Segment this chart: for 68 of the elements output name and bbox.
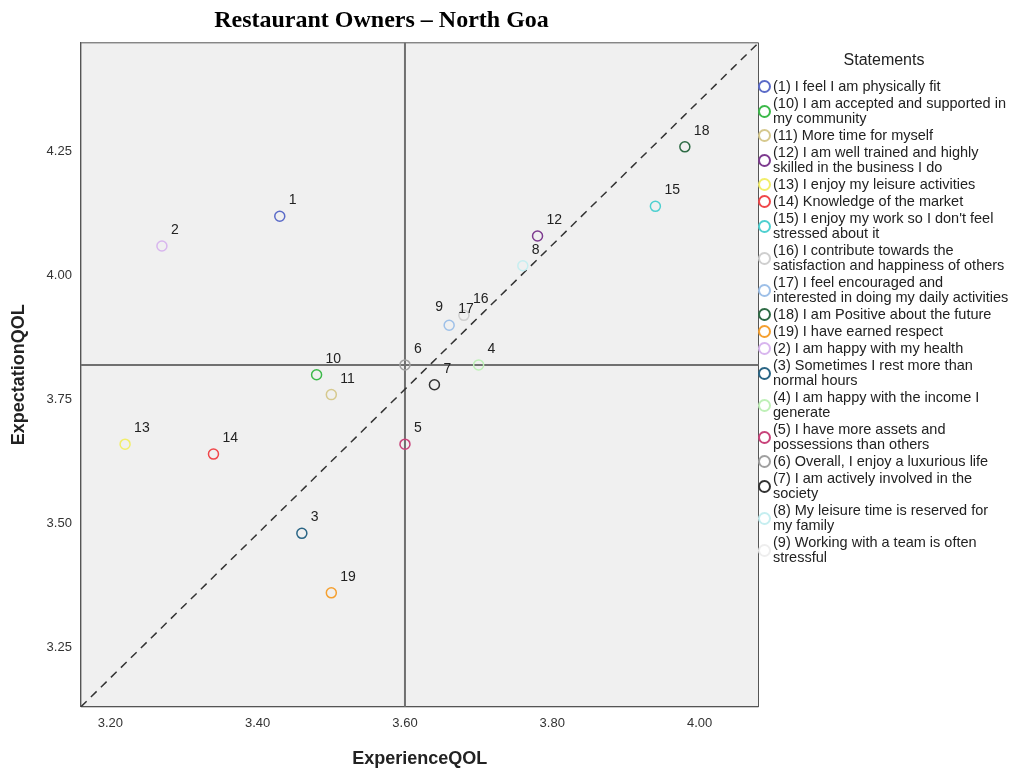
point xyxy=(274,210,286,222)
legend-title: Statements xyxy=(842,51,926,68)
legend-label: (15) I enjoy my work so I don't feel stressed about it xyxy=(773,210,995,241)
x-tick-label: 3.20 xyxy=(97,715,124,731)
legend-label: (5) I have more assets and possessions than others xyxy=(773,421,947,452)
point xyxy=(679,141,691,153)
annotation: 5 xyxy=(413,419,422,436)
point xyxy=(531,230,544,242)
legend-label: (2) I am happy with my health xyxy=(773,340,964,356)
x-tick-label: 3.60 xyxy=(392,715,418,731)
annotation: 2 xyxy=(170,220,179,237)
point xyxy=(156,240,168,252)
legend-label: (18) I am Positive about the future xyxy=(773,306,992,322)
annotation: 18 xyxy=(693,121,710,138)
chart-title: Restaurant Owners – North Goa xyxy=(214,5,549,32)
point xyxy=(207,448,220,460)
annotation: 9 xyxy=(435,298,444,315)
y-tick-label: 3.25 xyxy=(46,638,72,654)
point xyxy=(399,359,411,371)
annotation: 16 xyxy=(472,290,489,307)
y-tick-label: 4.00 xyxy=(46,267,72,283)
legend-label: (1) I feel I am physically fit xyxy=(773,78,941,94)
legend-label: (11) More time for myself xyxy=(773,127,934,143)
legend-label: (3) Sometimes I rest more than normal hours xyxy=(773,357,974,388)
point xyxy=(649,200,662,213)
legend-label: (6) Overall, I enjoy a luxurious life xyxy=(773,453,989,469)
x-tick-label: 4.00 xyxy=(686,715,713,731)
legend-label: (4) I am happy with the income I generate xyxy=(773,389,981,420)
annotation: 1 xyxy=(288,191,297,208)
y-tick-label: 3.75 xyxy=(46,391,72,407)
legend-label: (16) I contribute towards the satisfaction and happiness of others xyxy=(773,242,1006,273)
point xyxy=(296,527,308,540)
y-tick-label: 4.25 xyxy=(46,143,72,159)
point xyxy=(119,438,131,450)
point xyxy=(472,359,485,371)
point xyxy=(399,438,411,450)
annotation: 8 xyxy=(531,240,540,257)
legend-label: (9) Working with a team is often stressful xyxy=(773,534,978,565)
legend-label: (12) I am well trained and highly skilled in the business I do xyxy=(773,144,980,175)
annotation: 10 xyxy=(325,349,342,366)
legend-label: (14) Knowledge of the market xyxy=(773,193,964,209)
point xyxy=(310,369,323,381)
point xyxy=(443,319,455,331)
annotation: 11 xyxy=(340,369,356,386)
legend-label: (13) I enjoy my leisure activities xyxy=(773,176,976,192)
point xyxy=(428,378,441,391)
point xyxy=(325,388,338,401)
x-axis-title: ExperienceQOL xyxy=(352,748,488,769)
point xyxy=(517,260,529,272)
legend-label: (10) I am accepted and supported in my community xyxy=(773,95,1007,126)
legend-label: (7) I am actively involved in the society xyxy=(773,470,974,501)
annotation: 6 xyxy=(413,339,422,356)
annotation: 4 xyxy=(487,339,496,356)
x-tick-label: 3.40 xyxy=(245,715,271,731)
annotation: 12 xyxy=(546,211,563,228)
annotation: 19 xyxy=(340,567,357,584)
point xyxy=(325,587,338,599)
y-axis-title: ExpectationQOL xyxy=(7,304,28,446)
annotation: 17 xyxy=(458,300,474,317)
legend-label: (19) I have earned respect xyxy=(773,323,944,339)
annotation: 3 xyxy=(310,508,319,525)
annotation: 13 xyxy=(134,419,150,436)
legend-label: (17) I feel encouraged and interested in doing my daily activities xyxy=(773,274,1010,305)
annotation: 15 xyxy=(664,181,681,198)
annotation: 14 xyxy=(222,429,239,446)
y-tick-label: 3.50 xyxy=(46,515,72,531)
x-tick-label: 3.80 xyxy=(539,715,565,731)
legend-label: (8) My leisure time is reserved for my family xyxy=(773,502,990,533)
